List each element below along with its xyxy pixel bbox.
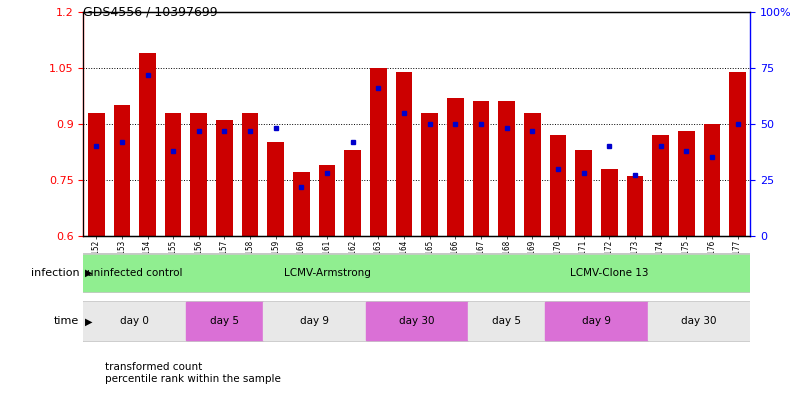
Bar xyxy=(472,101,489,236)
Bar xyxy=(191,112,207,236)
Bar xyxy=(186,302,263,340)
Bar xyxy=(549,135,566,236)
Text: percentile rank within the sample: percentile rank within the sample xyxy=(105,374,281,384)
Bar xyxy=(703,124,720,236)
Text: day 0: day 0 xyxy=(120,316,149,326)
Bar xyxy=(216,120,233,236)
Bar xyxy=(499,101,515,236)
Bar xyxy=(395,72,412,236)
Text: day 5: day 5 xyxy=(492,316,521,326)
Bar xyxy=(241,112,259,236)
Text: LCMV-Armstrong: LCMV-Armstrong xyxy=(283,268,371,278)
Bar xyxy=(678,131,695,236)
Bar xyxy=(652,135,669,236)
Bar xyxy=(626,176,643,236)
Bar xyxy=(83,302,186,340)
Bar xyxy=(422,112,438,236)
Bar xyxy=(447,97,464,236)
Bar xyxy=(601,169,618,236)
Text: uninfected control: uninfected control xyxy=(87,268,183,278)
Text: ▶: ▶ xyxy=(85,268,92,278)
Bar xyxy=(263,302,365,340)
Text: day 9: day 9 xyxy=(582,316,611,326)
Bar xyxy=(345,150,361,236)
Bar xyxy=(729,72,746,236)
Bar xyxy=(318,165,335,236)
Text: infection: infection xyxy=(31,268,79,278)
Bar xyxy=(468,255,750,291)
Text: ▶: ▶ xyxy=(85,316,92,326)
Bar xyxy=(370,68,387,236)
Text: day 30: day 30 xyxy=(399,316,434,326)
Text: time: time xyxy=(54,316,79,326)
Bar xyxy=(365,302,468,340)
Bar xyxy=(268,142,284,236)
Bar xyxy=(83,255,186,291)
Bar xyxy=(545,302,648,340)
Bar xyxy=(139,53,156,236)
Bar xyxy=(524,112,541,236)
Text: day 5: day 5 xyxy=(210,316,239,326)
Text: GDS4556 / 10397699: GDS4556 / 10397699 xyxy=(83,6,218,19)
Text: day 30: day 30 xyxy=(681,316,717,326)
Bar xyxy=(293,172,310,236)
Text: LCMV-Clone 13: LCMV-Clone 13 xyxy=(570,268,649,278)
Bar xyxy=(186,255,468,291)
Text: transformed count: transformed count xyxy=(105,362,202,373)
Bar xyxy=(575,150,592,236)
Bar xyxy=(88,112,105,236)
Text: day 9: day 9 xyxy=(300,316,329,326)
Bar xyxy=(468,302,545,340)
Bar xyxy=(165,112,182,236)
Bar xyxy=(648,302,750,340)
Bar xyxy=(114,105,130,236)
